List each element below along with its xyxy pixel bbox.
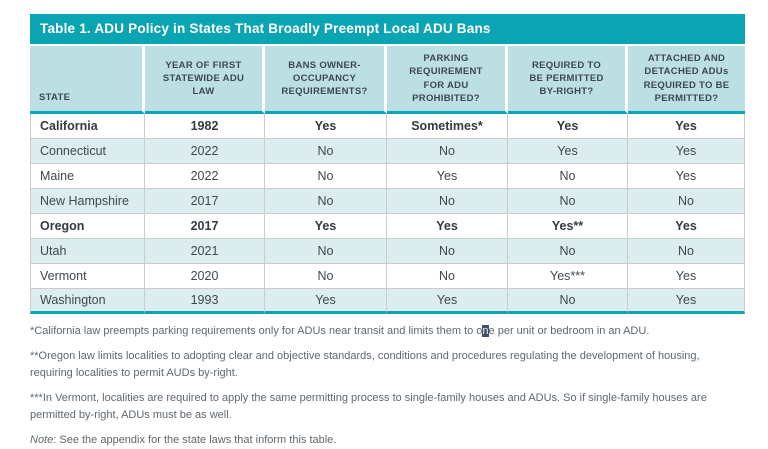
table-row-vermont: Vermont 2020 No No Yes*** Yes bbox=[30, 264, 745, 289]
column-header-parking: PARKING REQUIREMENT FOR ADU PROHIBITED? bbox=[387, 44, 508, 114]
table-note: Note: See the appendix for the state law… bbox=[30, 432, 745, 449]
cell-year: 2020 bbox=[145, 264, 265, 289]
table-row-washington: Washington 1993 Yes Yes No Yes bbox=[30, 289, 745, 314]
note-label: Note bbox=[30, 434, 54, 447]
cell-parking: No bbox=[387, 139, 508, 164]
table-row-new-hampshire: New Hampshire 2017 No No No No bbox=[30, 189, 745, 214]
cell-attached-detached: No bbox=[628, 239, 745, 264]
cell-year: 2022 bbox=[145, 139, 265, 164]
column-header-owner-occupancy: BANS OWNER- OCCUPANCY REQUIREMENTS? bbox=[265, 44, 387, 114]
cell-owner-occupancy: Yes bbox=[265, 289, 387, 314]
cell-year: 2017 bbox=[145, 189, 265, 214]
adu-policy-data-table: STATE YEAR OF FIRST STATEWIDE ADU LAW BA… bbox=[30, 44, 745, 314]
cell-owner-occupancy: No bbox=[265, 164, 387, 189]
cell-year: 2021 bbox=[145, 239, 265, 264]
footnote-california-pre: *California law preempts parking require… bbox=[30, 325, 483, 337]
footnote-california-post: e per unit or bedroom in an ADU. bbox=[488, 325, 650, 337]
column-header-attached-detached: ATTACHED AND DETACHED ADUs REQUIRED TO B… bbox=[628, 44, 745, 114]
footnote-california[interactable]: *California law preempts parking require… bbox=[30, 323, 745, 340]
text-cursor[interactable]: n bbox=[482, 325, 489, 337]
cell-by-right: Yes** bbox=[508, 214, 628, 239]
cell-state: Oregon bbox=[30, 214, 145, 239]
cell-state: Maine bbox=[30, 164, 145, 189]
cell-year: 2017 bbox=[145, 214, 265, 239]
cell-owner-occupancy: No bbox=[265, 239, 387, 264]
cell-parking: Yes bbox=[387, 164, 508, 189]
column-header-state: STATE bbox=[30, 44, 145, 114]
cell-attached-detached: No bbox=[628, 189, 745, 214]
table-row-maine: Maine 2022 No Yes No Yes bbox=[30, 164, 745, 189]
cell-attached-detached: Yes bbox=[628, 139, 745, 164]
cell-state: Utah bbox=[30, 239, 145, 264]
column-header-year: YEAR OF FIRST STATEWIDE ADU LAW bbox=[145, 44, 265, 114]
note-text: : See the appendix for the state laws th… bbox=[53, 434, 337, 447]
table-row-utah: Utah 2021 No No No No bbox=[30, 239, 745, 264]
adu-policy-table: Table 1. ADU Policy in States That Broad… bbox=[30, 14, 745, 314]
table-row-oregon: Oregon 2017 Yes Yes Yes** Yes bbox=[30, 214, 745, 239]
cell-by-right: No bbox=[508, 289, 628, 314]
table-row-connecticut: Connecticut 2022 No No Yes Yes bbox=[30, 139, 745, 164]
cell-by-right: No bbox=[508, 164, 628, 189]
cell-year: 1993 bbox=[145, 289, 265, 314]
column-header-by-right: REQUIRED TO BE PERMITTED BY-RIGHT? bbox=[508, 44, 628, 114]
cell-by-right: No bbox=[508, 189, 628, 214]
cell-parking: No bbox=[387, 239, 508, 264]
cell-attached-detached: Yes bbox=[628, 289, 745, 314]
cell-parking: Yes bbox=[387, 289, 508, 314]
cell-state: Connecticut bbox=[30, 139, 145, 164]
footnotes-section: *California law preempts parking require… bbox=[30, 323, 745, 449]
cell-parking: Sometimes* bbox=[387, 114, 508, 139]
cell-owner-occupancy: Yes bbox=[265, 214, 387, 239]
cell-owner-occupancy: No bbox=[265, 139, 387, 164]
cell-by-right: No bbox=[508, 239, 628, 264]
header-row: STATE YEAR OF FIRST STATEWIDE ADU LAW BA… bbox=[30, 44, 745, 114]
cell-state: New Hampshire bbox=[30, 189, 145, 214]
cell-state: Vermont bbox=[30, 264, 145, 289]
cell-owner-occupancy: No bbox=[265, 264, 387, 289]
cell-year: 2022 bbox=[145, 164, 265, 189]
table-title-bar: Table 1. ADU Policy in States That Broad… bbox=[30, 14, 745, 44]
cell-state: Washington bbox=[30, 289, 145, 314]
footnote-oregon: **Oregon law limits localities to adopti… bbox=[30, 350, 700, 380]
cell-owner-occupancy: No bbox=[265, 189, 387, 214]
cell-parking: No bbox=[387, 189, 508, 214]
cell-attached-detached: Yes bbox=[628, 114, 745, 139]
table-title: Table 1. ADU Policy in States That Broad… bbox=[40, 21, 491, 36]
cell-by-right: Yes*** bbox=[508, 264, 628, 289]
cell-by-right: Yes bbox=[508, 114, 628, 139]
cell-state: California bbox=[30, 114, 145, 139]
footnote-vermont: ***In Vermont, localities are required t… bbox=[30, 392, 707, 422]
cell-attached-detached: Yes bbox=[628, 214, 745, 239]
cell-parking: No bbox=[387, 264, 508, 289]
cell-attached-detached: Yes bbox=[628, 264, 745, 289]
cell-parking: Yes bbox=[387, 214, 508, 239]
cell-attached-detached: Yes bbox=[628, 164, 745, 189]
cell-by-right: Yes bbox=[508, 139, 628, 164]
cell-year: 1982 bbox=[145, 114, 265, 139]
cell-owner-occupancy: Yes bbox=[265, 114, 387, 139]
table-row-california: California 1982 Yes Sometimes* Yes Yes bbox=[30, 114, 745, 139]
